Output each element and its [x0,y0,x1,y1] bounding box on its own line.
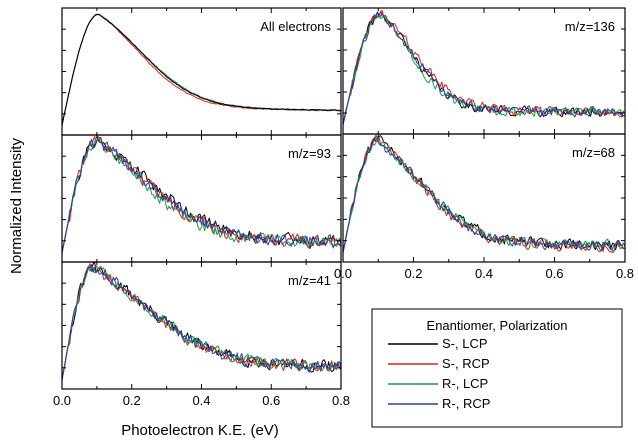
legend-entries: S-, LCP S-, RCP R-, LCP R-, RCP [388,336,490,411]
series-line-r-rcp [62,13,341,126]
series-line-s-lcp [62,262,341,380]
series-line-s-lcp [343,11,625,125]
x-tick-label: 0.0 [334,266,352,281]
panel-label: m/z=68 [572,145,615,160]
legend-entry-label: R-, RCP [442,396,490,411]
panel-1-series [62,13,341,126]
panel-4-series [343,10,625,125]
panel-label: All electrons [260,19,331,34]
series-line-r-rcp [343,134,625,253]
legend: Enantiomer, Polarization S-, LCP S-, RCP R… [371,308,623,428]
x-tick-label: 0.2 [123,393,141,408]
legend-title: Enantiomer, Polarization [427,318,568,333]
panel-5-series [343,134,625,254]
legend-entry-label: S-, LCP [442,336,488,351]
panel-label: m/z=136 [565,19,615,34]
series-line-r-rcp [343,11,625,125]
series-line-s-rcp [62,135,341,253]
x-axis-title: Photoelectron K.E. (eV) [121,422,279,439]
x-tick-label: 0.6 [545,266,563,281]
series-line-r-lcp [343,14,625,125]
series-line-r-rcp [62,264,341,380]
legend-box [371,308,623,428]
legend-entry-label: S-, RCP [442,356,490,371]
x-tick-label: 0.6 [262,393,280,408]
series-line-r-lcp [62,264,341,380]
panel-1: All electrons [61,7,342,136]
x-tick-label: 0.0 [53,393,71,408]
panel-3-series [62,262,341,380]
panel-label: m/z=93 [288,146,331,161]
series-line-r-lcp [343,136,625,253]
panel-label: m/z=41 [288,273,331,288]
x-tick-label: 0.2 [404,266,422,281]
x-tick-label: 0.4 [192,393,210,408]
panel-4: m/z=136 [342,7,626,135]
legend-entry-label: R-, LCP [442,376,488,391]
y-axis-title: Normalized Intensity [8,138,25,274]
x-tick-label: 0.4 [475,266,493,281]
panel-5: 0.0 0.2 0.4 0.6 0.8 m/z=68 [334,133,634,281]
panel-2: m/z=93 [61,134,342,263]
x-tick-label: 0.8 [616,266,634,281]
series-line-r-rcp [62,136,341,253]
panel-3: 0.0 0.2 0.4 0.6 0.8 m/z=41 [53,261,350,408]
panel-2-series [62,135,341,253]
panels: All electrons m/z=93 0.0 0.2 0.4 0.6 0.8 m/z=41… [53,7,634,408]
x-tick-label: 0.8 [332,393,350,408]
